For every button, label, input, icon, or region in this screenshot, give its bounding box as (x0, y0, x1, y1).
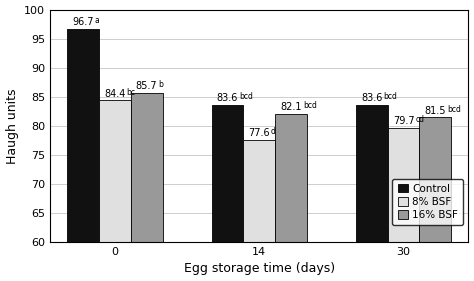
Legend: Control, 8% BSF, 16% BSF: Control, 8% BSF, 16% BSF (392, 178, 463, 225)
Text: 85.7: 85.7 (136, 81, 157, 91)
Text: 77.6: 77.6 (248, 128, 270, 138)
Text: bcd: bcd (303, 101, 317, 110)
Text: bcd: bcd (447, 105, 461, 114)
Bar (211, 105, 243, 242)
Text: bcd: bcd (239, 92, 253, 101)
Bar (275, 114, 307, 242)
Text: 83.6: 83.6 (361, 93, 383, 103)
Text: 82.1: 82.1 (280, 102, 302, 112)
Text: cd: cd (415, 115, 424, 124)
Bar (131, 93, 163, 242)
Text: bcd: bcd (383, 92, 398, 101)
Text: 96.7: 96.7 (73, 17, 94, 27)
Text: 81.5: 81.5 (425, 106, 446, 115)
Bar (388, 128, 419, 242)
Text: b: b (158, 80, 164, 89)
Y-axis label: Haugh units: Haugh units (6, 88, 18, 164)
Bar (67, 29, 99, 242)
Bar (356, 105, 388, 242)
Text: 84.4: 84.4 (104, 89, 126, 99)
Text: d: d (271, 127, 276, 136)
Bar (243, 140, 275, 242)
Text: a: a (95, 16, 100, 25)
Bar (99, 100, 131, 242)
Text: 79.7: 79.7 (392, 116, 414, 126)
Bar (419, 117, 451, 242)
X-axis label: Egg storage time (days): Egg storage time (days) (183, 262, 335, 275)
Text: 83.6: 83.6 (217, 93, 238, 103)
Text: bc: bc (127, 88, 136, 97)
